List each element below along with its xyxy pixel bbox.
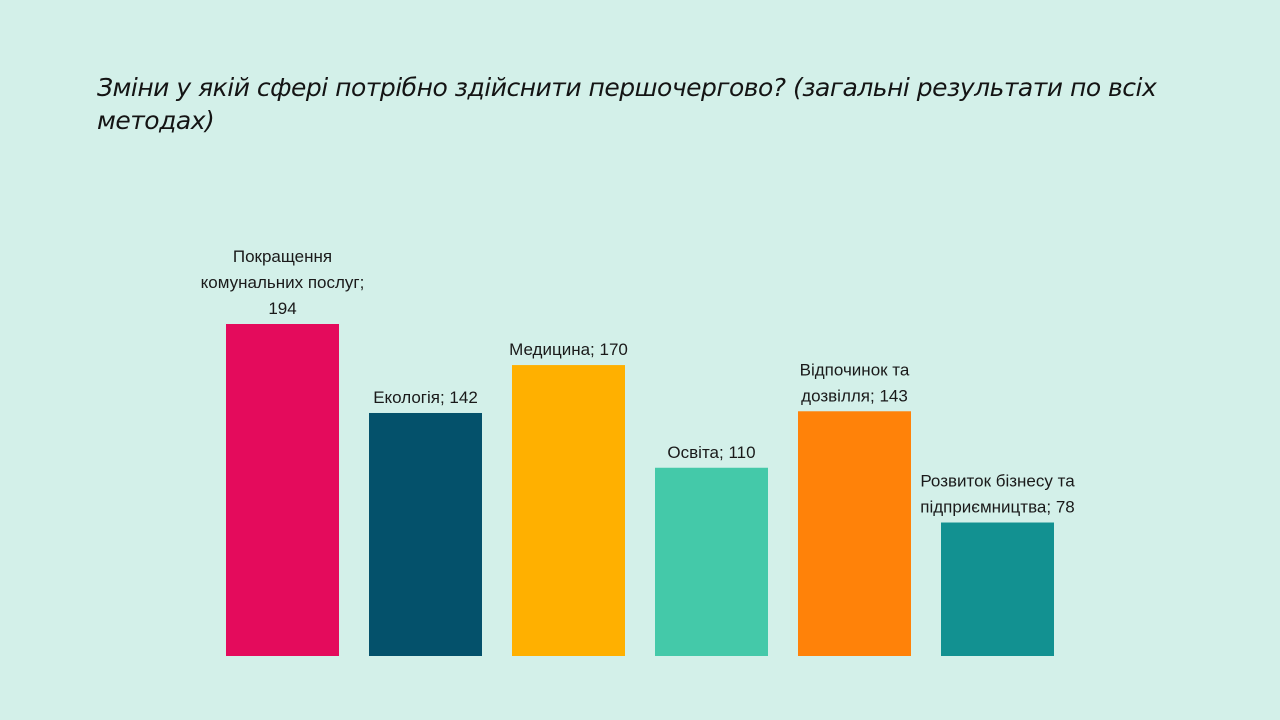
bar-3 <box>512 365 625 656</box>
bar-4 <box>655 467 768 656</box>
data-label-2: Екологія; 142 <box>373 388 478 407</box>
bar-5 <box>798 411 911 656</box>
bar-1 <box>226 324 339 656</box>
data-label-line: Розвиток бізнесу та <box>920 472 1075 491</box>
bar-2 <box>369 412 482 656</box>
data-label-line: Покращення <box>233 247 332 266</box>
data-label-4: Освіта; 110 <box>667 443 755 462</box>
data-label-line: Медицина; 170 <box>509 340 628 359</box>
data-label-line: комунальних послуг; <box>201 273 365 292</box>
data-label-3: Медицина; 170 <box>509 340 628 359</box>
data-label-line: дозвілля; 143 <box>801 386 908 405</box>
slide-title: Зміни у якій сфері потрібно здійснити пе… <box>97 73 1157 135</box>
data-label-line: Екологія; 142 <box>373 388 478 407</box>
data-label-1: Покращення комунальних послуг; 194 <box>201 247 365 318</box>
data-label-line: Відпочинок та <box>800 360 910 379</box>
data-label-5: Відпочинок та дозвілля; 143 <box>800 360 910 405</box>
data-label-line: підприємництва; 78 <box>920 498 1074 517</box>
data-label-6: Розвиток бізнесу та підприємництва; 78 <box>920 472 1075 517</box>
data-label-line: 194 <box>268 299 296 318</box>
data-label-line: Освіта; 110 <box>667 443 755 462</box>
bar-6 <box>941 522 1054 656</box>
